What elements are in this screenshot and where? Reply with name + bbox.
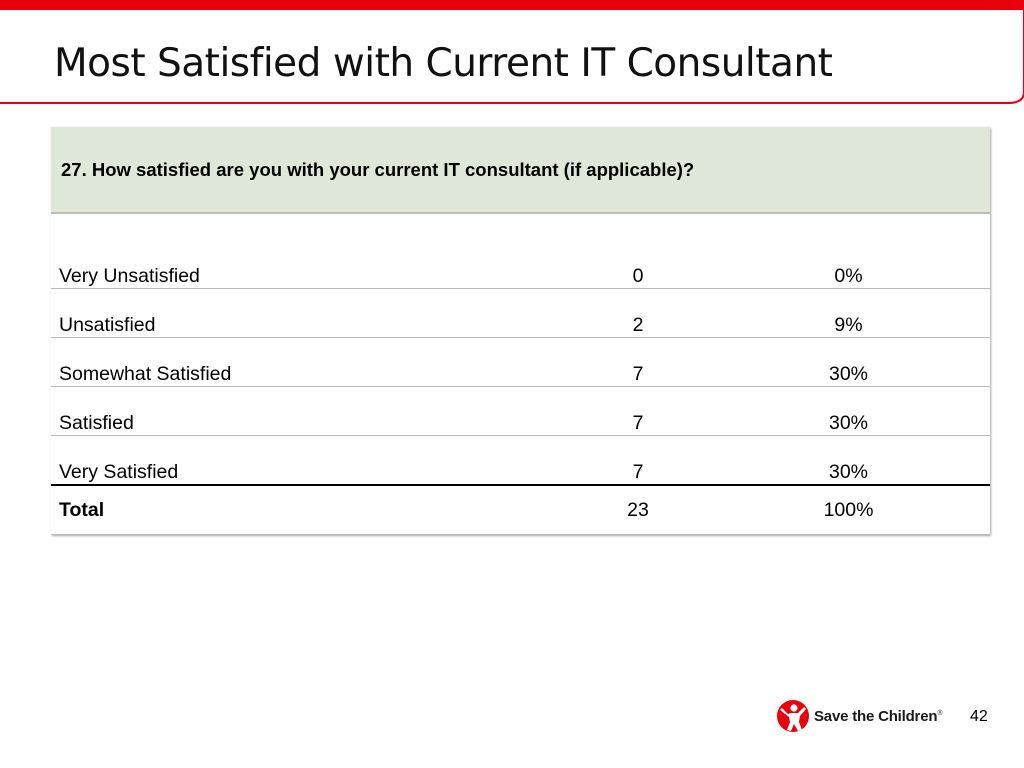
row-label: Very Satisfied: [59, 461, 179, 483]
row-label: Somewhat Satisfied: [59, 363, 232, 385]
row-percent: 30%: [828, 363, 869, 385]
total-count: 23: [569, 485, 707, 535]
question-header-row: 27. How satisfied are you with your curr…: [51, 127, 990, 214]
table-row: Somewhat Satisfied 7 30%: [51, 337, 990, 387]
table-row: Unsatisfied 2 9%: [51, 288, 990, 338]
spacer-row: [51, 213, 990, 240]
row-count: 7: [632, 363, 644, 385]
row-percent: 9%: [834, 314, 863, 336]
row-percent: 30%: [828, 461, 869, 483]
page-number: 42: [970, 708, 988, 725]
row-percent: 30%: [828, 412, 869, 434]
row-label: Very Unsatisfied: [59, 265, 200, 287]
total-percent: 100%: [707, 485, 990, 535]
table-row: Very Satisfied 7 30%: [51, 435, 990, 486]
survey-table: 27. How satisfied are you with your curr…: [51, 127, 990, 535]
row-percent: 0%: [834, 265, 863, 287]
row-count: 7: [632, 461, 644, 483]
save-the-children-logo-icon: [777, 700, 809, 732]
row-count: 2: [632, 314, 644, 336]
row-label: Satisfied: [59, 412, 134, 434]
row-label: Unsatisfied: [59, 314, 156, 336]
table-row: Very Unsatisfied 0 0%: [51, 240, 990, 289]
logo-text: Save the Children®: [814, 707, 943, 725]
total-row: Total 23 100%: [51, 485, 990, 535]
question-text: 27. How satisfied are you with your curr…: [51, 127, 990, 214]
total-label: Total: [51, 485, 569, 535]
row-count: 0: [632, 265, 644, 287]
save-the-children-logo: Save the Children®: [776, 699, 942, 733]
table-row: Satisfied 7 30%: [51, 386, 990, 436]
page-title: Most Satisfied with Current IT Consultan…: [54, 41, 833, 86]
row-count: 7: [632, 412, 644, 434]
header-band: [0, 0, 1024, 104]
